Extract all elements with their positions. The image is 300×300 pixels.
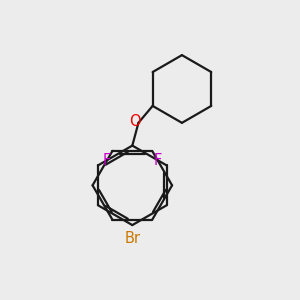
Text: F: F [103, 153, 111, 168]
Text: F: F [154, 153, 162, 168]
Text: O: O [129, 114, 141, 129]
Text: Br: Br [124, 231, 140, 246]
